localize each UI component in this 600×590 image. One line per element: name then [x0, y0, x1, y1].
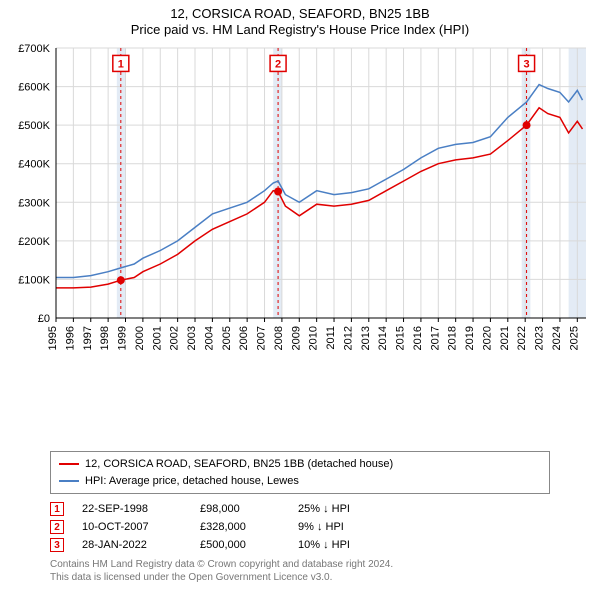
svg-text:2007: 2007: [256, 326, 268, 350]
sale-price-1: £98,000: [200, 503, 280, 515]
svg-text:£200K: £200K: [18, 236, 50, 248]
page-root: 12, CORSICA ROAD, SEAFORD, BN25 1BB Pric…: [0, 0, 600, 590]
sale-row-1: 1 22-SEP-1998 £98,000 25% ↓ HPI: [50, 500, 550, 518]
chart-subtitle: Price paid vs. HM Land Registry's House …: [0, 22, 600, 39]
svg-text:2012: 2012: [342, 326, 354, 350]
legend-item-hpi: HPI: Average price, detached house, Lewe…: [59, 473, 541, 490]
sale-marker-3: 3: [50, 538, 64, 552]
svg-text:£100K: £100K: [18, 275, 50, 287]
legend-label-price: 12, CORSICA ROAD, SEAFORD, BN25 1BB (det…: [85, 456, 393, 473]
svg-text:£600K: £600K: [18, 82, 50, 94]
sale-row-3: 3 28-JAN-2022 £500,000 10% ↓ HPI: [50, 536, 550, 554]
sale-marker-2: 2: [50, 520, 64, 534]
legend-label-hpi: HPI: Average price, detached house, Lewe…: [85, 473, 299, 490]
chart-header: 12, CORSICA ROAD, SEAFORD, BN25 1BB Pric…: [0, 0, 600, 42]
svg-text:2023: 2023: [534, 326, 546, 350]
svg-text:3: 3: [524, 59, 530, 71]
svg-text:1997: 1997: [82, 326, 94, 350]
svg-text:1995: 1995: [47, 326, 59, 350]
sale-diff-3: 10% ↓ HPI: [298, 539, 398, 551]
chart-title: 12, CORSICA ROAD, SEAFORD, BN25 1BB: [0, 6, 600, 22]
footer-attribution: Contains HM Land Registry data © Crown c…: [50, 558, 550, 584]
svg-text:£300K: £300K: [18, 198, 50, 210]
svg-text:2002: 2002: [169, 326, 181, 350]
svg-text:2000: 2000: [134, 326, 146, 350]
svg-text:2008: 2008: [273, 326, 285, 350]
svg-text:2005: 2005: [221, 326, 233, 350]
svg-text:1999: 1999: [117, 326, 129, 350]
line-chart: £0 £100K £200K £300K £400K £500K £600K £700K 199…: [8, 42, 592, 372]
svg-text:1996: 1996: [64, 326, 76, 350]
svg-text:2025: 2025: [568, 326, 580, 350]
sales-table: 1 22-SEP-1998 £98,000 25% ↓ HPI 2 10-OCT…: [50, 500, 550, 554]
svg-text:2014: 2014: [377, 326, 389, 350]
sale-diff-1: 25% ↓ HPI: [298, 503, 398, 515]
svg-text:2010: 2010: [308, 326, 320, 350]
sale-marker-1: 1: [50, 502, 64, 516]
sale-diff-2: 9% ↓ HPI: [298, 521, 398, 533]
svg-text:2016: 2016: [412, 326, 424, 350]
svg-text:2011: 2011: [325, 326, 337, 350]
svg-text:2: 2: [275, 59, 281, 71]
sale-date-2: 10-OCT-2007: [82, 521, 182, 533]
svg-text:2013: 2013: [360, 326, 372, 350]
legend-item-price: 12, CORSICA ROAD, SEAFORD, BN25 1BB (det…: [59, 456, 541, 473]
svg-text:1: 1: [118, 59, 124, 71]
svg-text:2020: 2020: [481, 326, 493, 350]
svg-text:2006: 2006: [238, 326, 250, 350]
footer-line-1: Contains HM Land Registry data © Crown c…: [50, 558, 550, 571]
legend-swatch-hpi: [59, 480, 79, 482]
svg-text:2003: 2003: [186, 326, 198, 350]
footer-line-2: This data is licensed under the Open Gov…: [50, 571, 550, 584]
svg-text:£700K: £700K: [18, 43, 50, 55]
svg-text:2017: 2017: [429, 326, 441, 350]
sale-date-1: 22-SEP-1998: [82, 503, 182, 515]
sale-date-3: 28-JAN-2022: [82, 539, 182, 551]
svg-text:2021: 2021: [499, 326, 511, 350]
svg-text:2022: 2022: [516, 326, 528, 350]
svg-text:1998: 1998: [99, 326, 111, 350]
sale-price-3: £500,000: [200, 539, 280, 551]
svg-text:£400K: £400K: [18, 159, 50, 171]
sale-price-2: £328,000: [200, 521, 280, 533]
svg-text:2009: 2009: [290, 326, 302, 350]
svg-text:2015: 2015: [395, 326, 407, 350]
svg-text:2004: 2004: [203, 326, 215, 350]
legend-box: 12, CORSICA ROAD, SEAFORD, BN25 1BB (det…: [50, 451, 550, 494]
svg-text:2001: 2001: [151, 326, 163, 350]
svg-text:£0: £0: [38, 313, 50, 325]
chart-area: £0 £100K £200K £300K £400K £500K £600K £700K 199…: [8, 42, 592, 447]
svg-text:2019: 2019: [464, 326, 476, 350]
svg-text:2018: 2018: [447, 326, 459, 350]
svg-text:£500K: £500K: [18, 121, 50, 133]
svg-text:2024: 2024: [551, 326, 563, 350]
sale-row-2: 2 10-OCT-2007 £328,000 9% ↓ HPI: [50, 518, 550, 536]
legend-swatch-price: [59, 463, 79, 465]
